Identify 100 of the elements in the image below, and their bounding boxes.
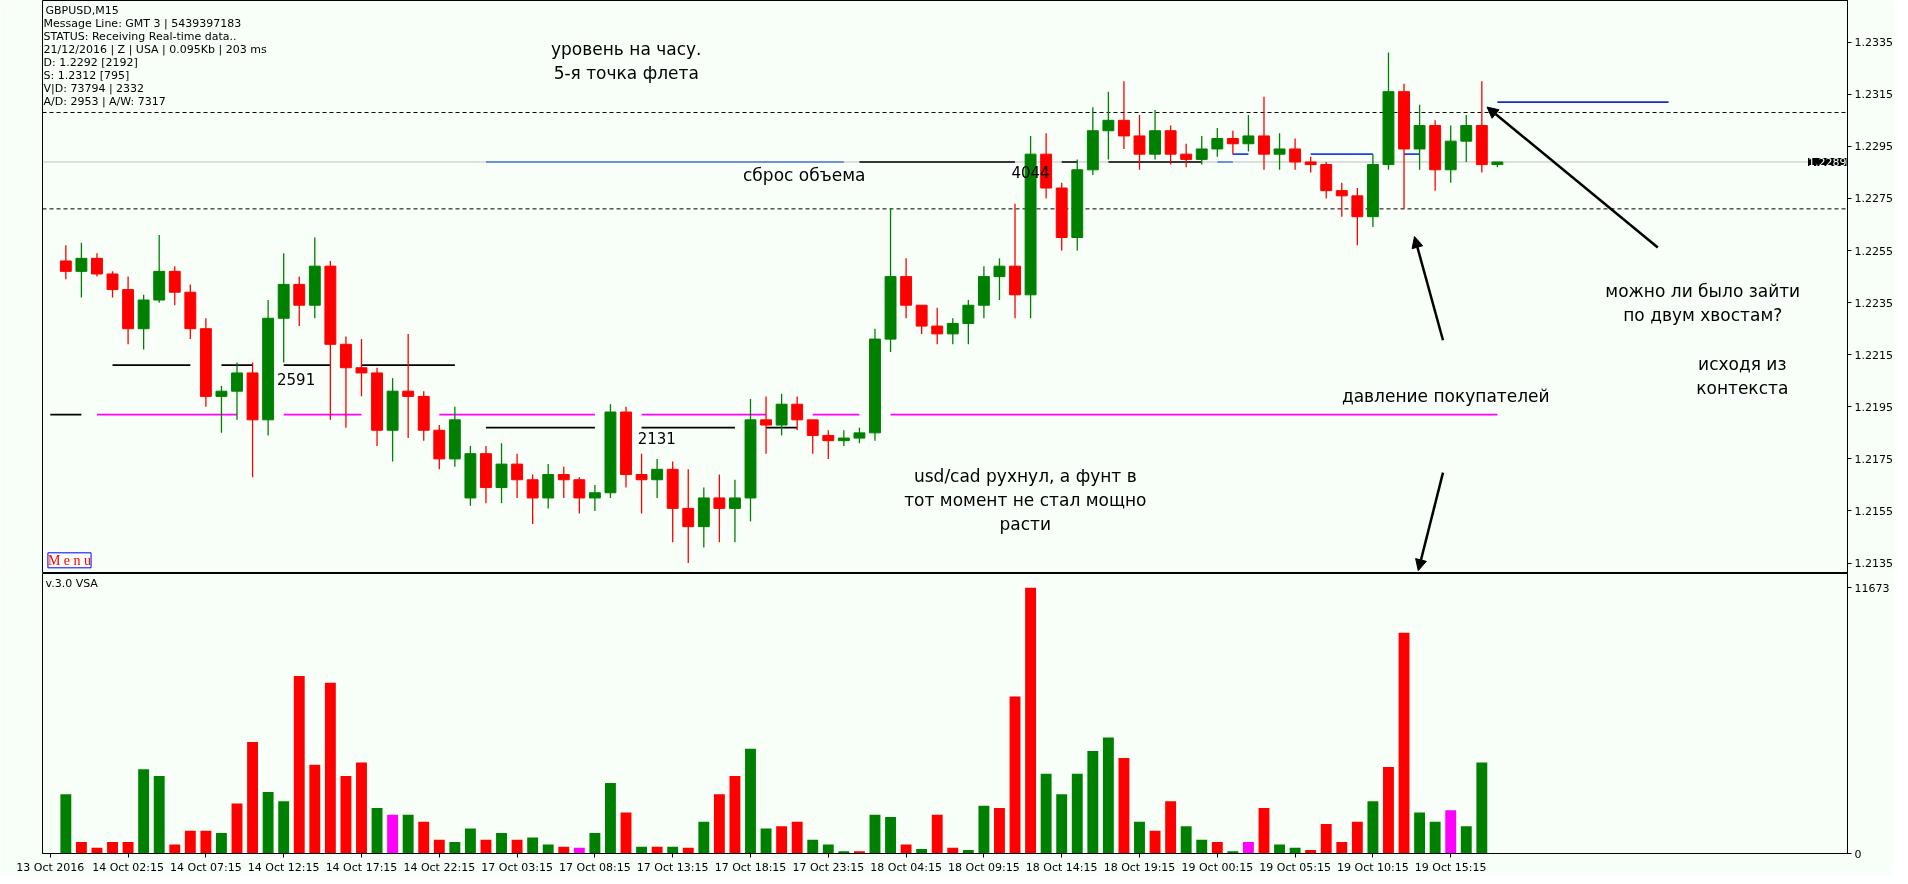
bar bbox=[511, 839, 523, 854]
x-tick-label: 14 Oct 12:15 bbox=[247, 860, 320, 874]
x-tick-label: 17 Oct 18:15 bbox=[714, 860, 787, 874]
bar bbox=[807, 839, 819, 854]
x-tick-label: 17 Oct 23:15 bbox=[792, 860, 865, 874]
x-tick-label: 18 Oct 19:15 bbox=[1103, 860, 1176, 874]
y-tick-label: 1.2275 bbox=[1854, 192, 1893, 206]
bar bbox=[698, 821, 710, 854]
bar bbox=[107, 842, 118, 854]
bar bbox=[1383, 767, 1394, 854]
x-tick-label: 14 Oct 22:15 bbox=[403, 860, 476, 874]
bar bbox=[931, 814, 943, 854]
bar bbox=[418, 821, 430, 854]
x-tick-label: 14 Oct 02:15 bbox=[92, 860, 164, 874]
bar bbox=[713, 794, 725, 854]
bar bbox=[1196, 839, 1208, 854]
x-tick-label: 14 Oct 07:15 bbox=[170, 860, 242, 874]
y-tick-label: 1.2175 bbox=[1854, 452, 1893, 466]
bar bbox=[340, 776, 352, 854]
bar bbox=[138, 769, 150, 854]
y-tick-label: 1.2195 bbox=[1854, 400, 1893, 414]
bar bbox=[169, 844, 181, 854]
bar bbox=[1476, 762, 1488, 854]
bar bbox=[620, 812, 632, 854]
y-tick-label: 1.2255 bbox=[1854, 244, 1893, 258]
x-tick-label: 13 Oct 2016 bbox=[16, 860, 85, 874]
bar bbox=[309, 764, 321, 854]
bar bbox=[60, 794, 72, 854]
bar bbox=[356, 762, 367, 854]
bar bbox=[1429, 821, 1441, 854]
bar bbox=[1149, 830, 1161, 854]
bar bbox=[1414, 812, 1426, 854]
y-tick-label: 1.2155 bbox=[1854, 504, 1893, 518]
bar bbox=[1102, 737, 1114, 854]
bar bbox=[402, 814, 414, 854]
bar bbox=[122, 842, 134, 854]
x-tick-label: 17 Oct 03:15 bbox=[481, 860, 553, 874]
bar bbox=[184, 830, 196, 854]
x-tick-label: 18 Oct 04:15 bbox=[870, 860, 942, 874]
bar bbox=[200, 830, 212, 854]
bar bbox=[1134, 821, 1145, 854]
bar bbox=[1258, 807, 1270, 854]
bar bbox=[1025, 587, 1037, 854]
x-tick-label: 18 Oct 09:15 bbox=[948, 860, 1020, 874]
bar bbox=[1040, 773, 1052, 854]
y-tick-label: 1.2335 bbox=[1854, 36, 1893, 50]
bar bbox=[900, 844, 912, 854]
bar bbox=[371, 807, 383, 854]
bar bbox=[231, 803, 243, 854]
bar bbox=[729, 776, 741, 854]
bar bbox=[464, 828, 476, 854]
bar bbox=[1118, 757, 1130, 854]
x-tick-label: 19 Oct 15:15 bbox=[1414, 860, 1487, 874]
bar bbox=[1242, 842, 1254, 854]
bar bbox=[496, 833, 507, 854]
y-tick-label: 11673 bbox=[1854, 581, 1890, 595]
bar bbox=[978, 805, 990, 854]
bar bbox=[153, 776, 165, 854]
bar bbox=[216, 833, 227, 854]
bar bbox=[1071, 773, 1083, 854]
bar bbox=[449, 842, 461, 854]
bar bbox=[885, 817, 896, 854]
bar bbox=[1460, 826, 1472, 854]
bar bbox=[278, 801, 290, 854]
x-tick-label: 19 Oct 00:15 bbox=[1181, 860, 1254, 874]
y-tick-label: 1.2215 bbox=[1854, 348, 1893, 362]
bar bbox=[387, 814, 399, 854]
bar bbox=[542, 844, 554, 854]
bar bbox=[1398, 632, 1410, 854]
bar bbox=[589, 833, 601, 854]
bar bbox=[994, 807, 1005, 854]
bar bbox=[247, 741, 259, 854]
bar bbox=[262, 792, 274, 854]
x-tick-label: 19 Oct 10:15 bbox=[1337, 860, 1409, 874]
bar bbox=[1087, 751, 1099, 854]
bar bbox=[776, 826, 788, 854]
x-tick-label: 14 Oct 17:15 bbox=[325, 860, 398, 874]
x-tick-label: 17 Oct 13:15 bbox=[636, 860, 709, 874]
bar bbox=[605, 782, 616, 854]
bar bbox=[1351, 821, 1363, 854]
bar bbox=[822, 844, 834, 854]
bar bbox=[527, 837, 539, 854]
bar bbox=[1367, 801, 1379, 854]
bar bbox=[1274, 844, 1285, 854]
bar bbox=[433, 839, 445, 854]
bar bbox=[1445, 810, 1457, 854]
x-tick-label: 18 Oct 14:15 bbox=[1025, 860, 1098, 874]
bar bbox=[1056, 794, 1068, 854]
bar bbox=[760, 828, 772, 854]
bar bbox=[745, 748, 756, 854]
bar bbox=[1009, 696, 1021, 854]
bar bbox=[293, 675, 305, 854]
y-tick-label: 1.2315 bbox=[1854, 88, 1893, 102]
x-tick-label: 17 Oct 08:15 bbox=[559, 860, 631, 874]
bar bbox=[1165, 801, 1177, 854]
y-tick-label: 1.2135 bbox=[1854, 557, 1893, 571]
bar bbox=[1336, 842, 1348, 854]
chart-title: v.3.0 VSA bbox=[45, 576, 99, 590]
bar bbox=[791, 821, 803, 854]
bar bbox=[869, 814, 881, 854]
